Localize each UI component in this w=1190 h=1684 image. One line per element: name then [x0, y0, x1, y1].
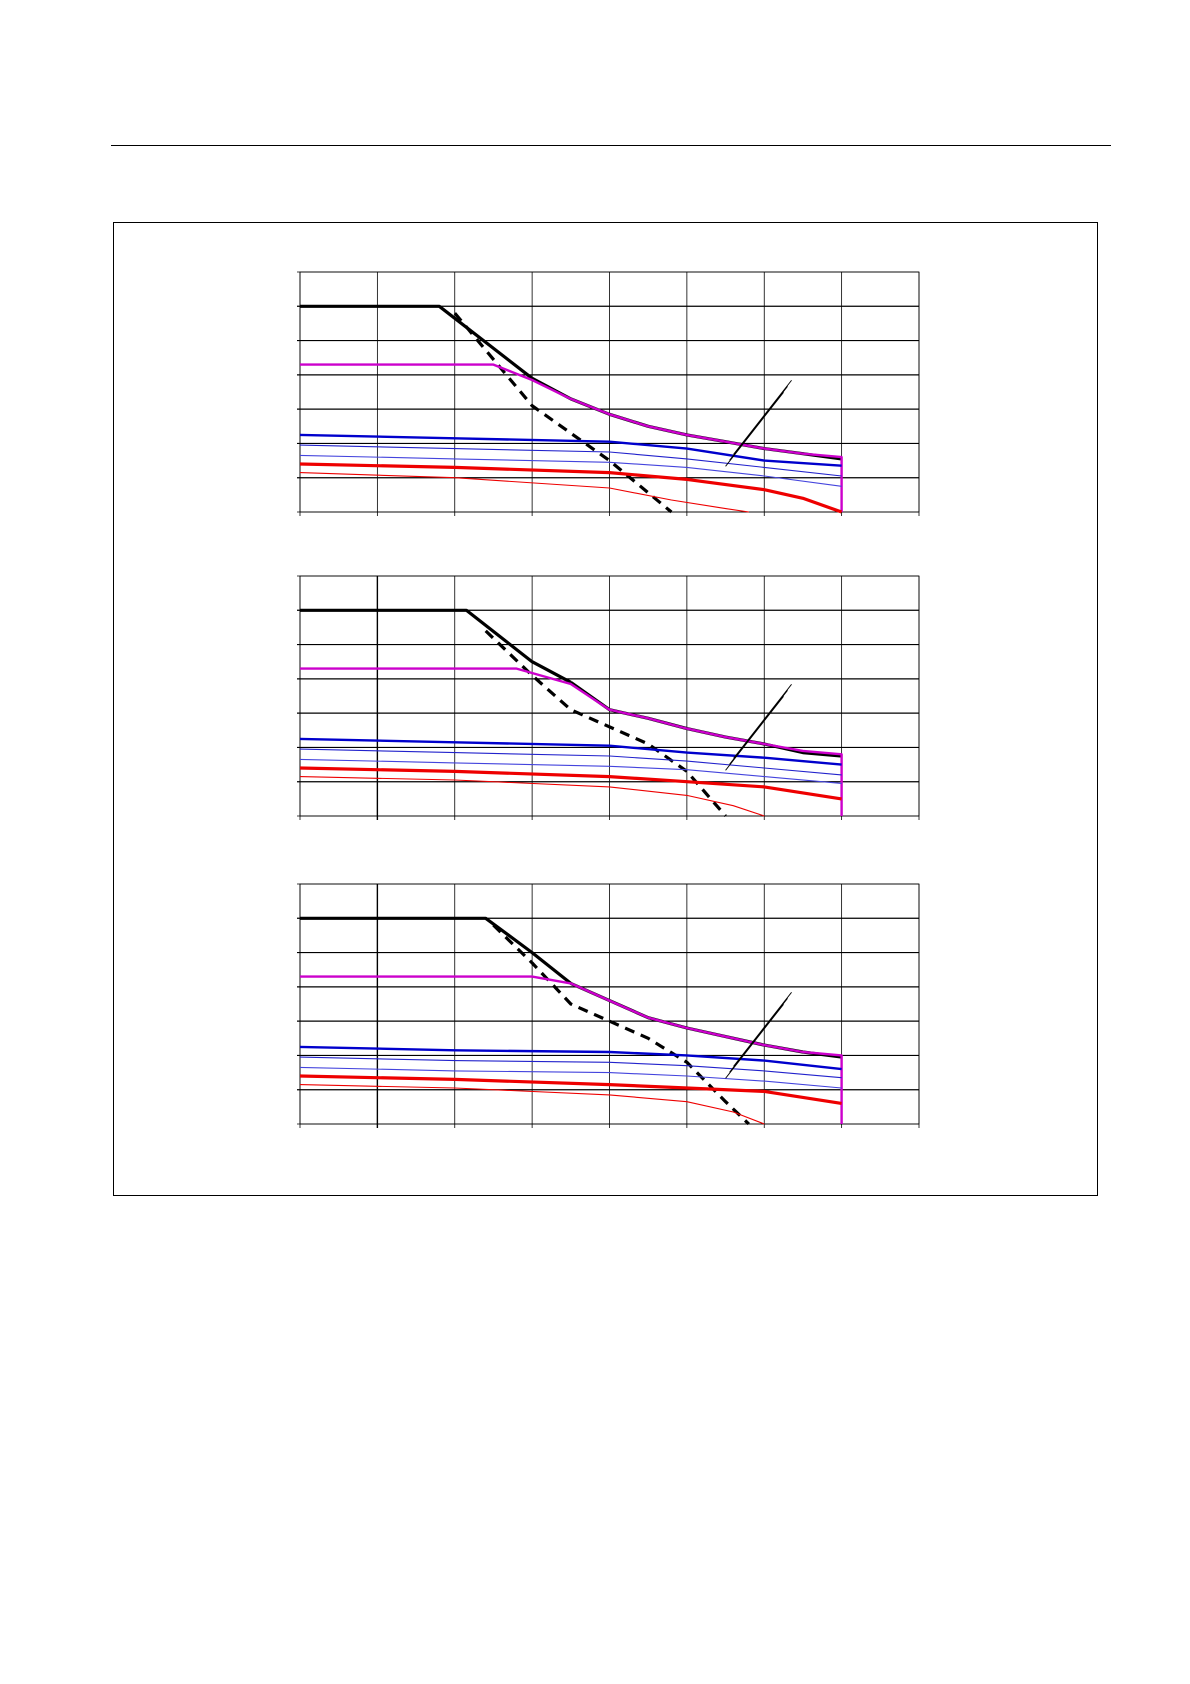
callout-leader-line	[733, 684, 792, 759]
callout-leader-line	[725, 392, 784, 467]
series-group	[300, 608, 843, 818]
series-line-7	[300, 758, 842, 784]
callout-leader-line	[733, 380, 792, 455]
series-line-1	[300, 304, 534, 380]
series-line-8	[300, 1074, 842, 1105]
series-line-5	[300, 737, 842, 766]
series-line-9	[300, 1084, 765, 1125]
plot-border	[299, 271, 920, 513]
series-group	[300, 304, 843, 514]
figure-frame	[113, 222, 1098, 1196]
series-line-6	[300, 444, 842, 477]
series-line-2	[484, 629, 727, 818]
chart-panel-3	[297, 883, 920, 1128]
series-line-1	[300, 608, 572, 684]
chart-panel-1	[297, 271, 920, 516]
plot-border	[299, 575, 920, 817]
series-line-8	[300, 462, 843, 514]
series-line-6	[300, 748, 842, 776]
series-line-1	[300, 916, 572, 985]
series-line-4	[300, 975, 843, 1124]
series-line-4	[300, 667, 843, 816]
series-line-4	[300, 363, 843, 512]
series-line-2	[453, 312, 673, 514]
series-line-9	[300, 472, 749, 513]
series-line-7	[300, 1066, 842, 1089]
callout-leader-line	[729, 690, 788, 765]
header-rule	[111, 145, 1111, 146]
series-line-6	[300, 1056, 842, 1079]
series-line-5	[300, 1045, 842, 1071]
callout-leader-line	[725, 696, 784, 771]
series-group	[300, 916, 843, 1126]
callout-leader-line	[729, 386, 788, 461]
series-line-9	[300, 776, 765, 817]
series-line-2	[492, 923, 750, 1126]
callout-leader-line	[733, 992, 792, 1067]
series-line-7	[300, 454, 842, 487]
series-line-5	[300, 433, 842, 467]
callout-leader-line	[729, 998, 788, 1073]
chart-panel-2	[297, 575, 920, 820]
plot-border	[299, 883, 920, 1125]
series-line-8	[300, 766, 842, 801]
callout-leader-line	[725, 1004, 784, 1079]
